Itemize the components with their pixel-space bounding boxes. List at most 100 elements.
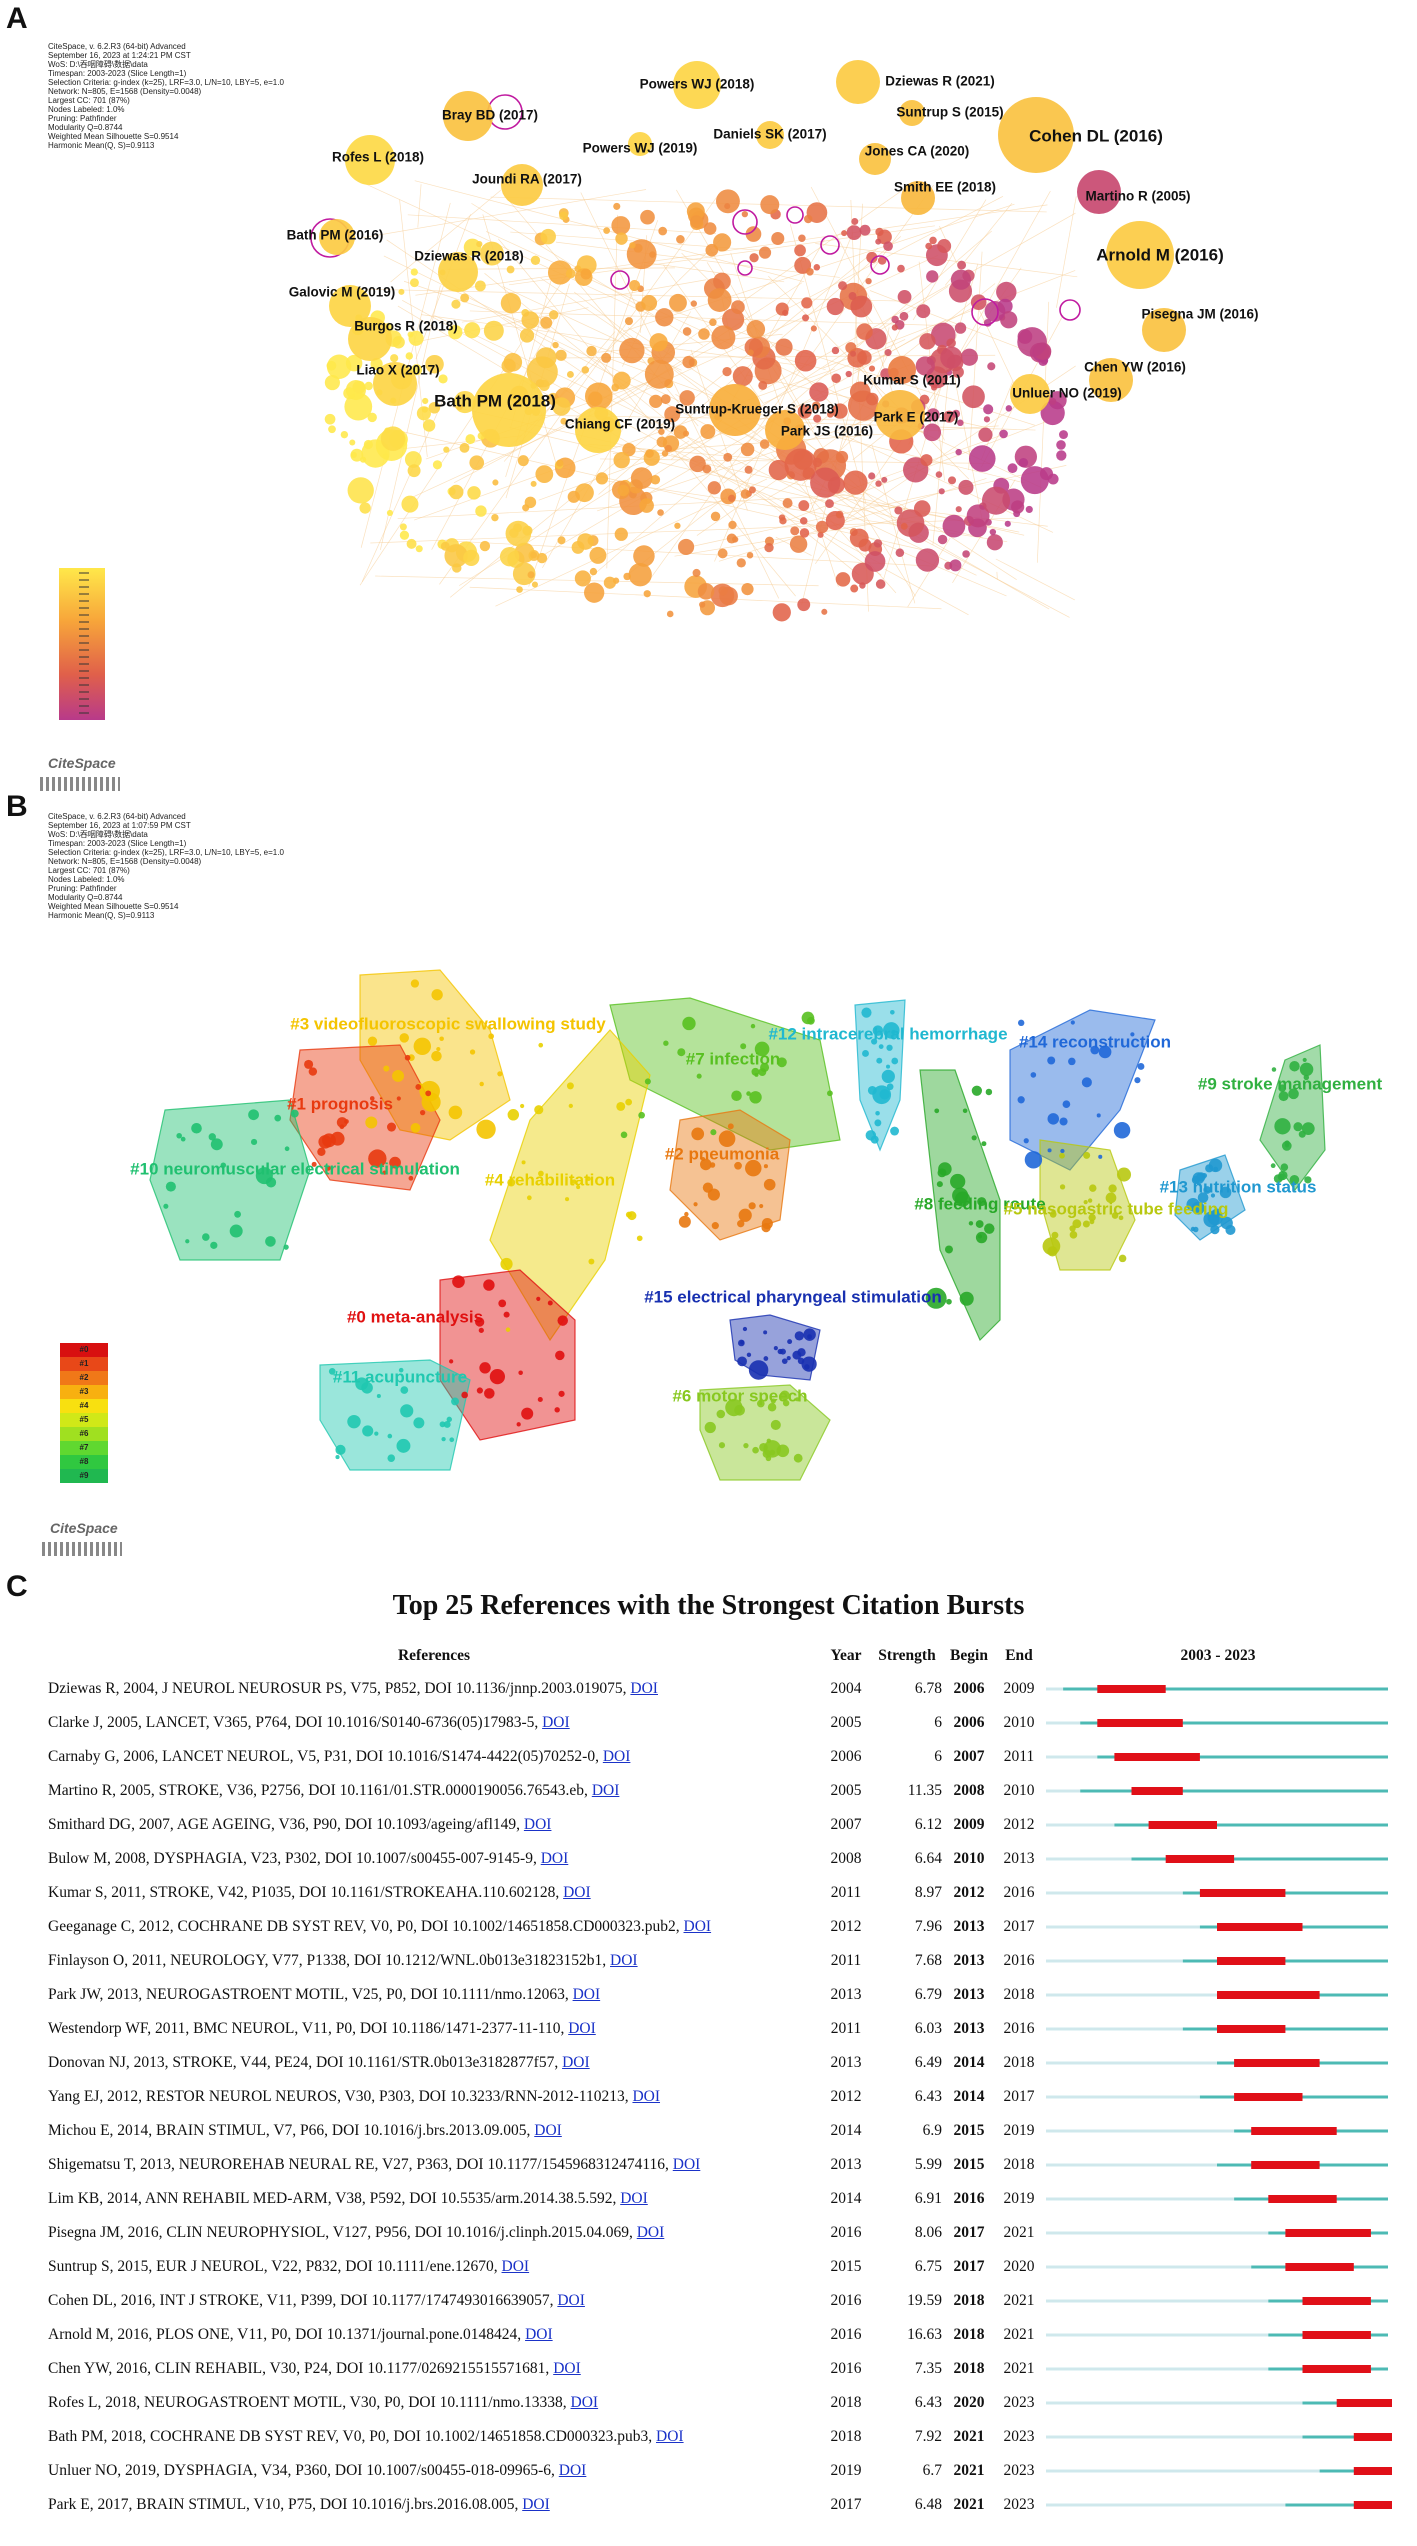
network-node — [530, 480, 537, 487]
doi-link[interactable]: DOI — [501, 2258, 530, 2275]
doi-link[interactable]: DOI — [683, 1918, 712, 1935]
network-node — [962, 550, 970, 558]
labeled-node — [329, 285, 371, 327]
network-node — [815, 520, 829, 534]
network-node — [866, 251, 878, 264]
doi-link[interactable]: DOI — [636, 2224, 665, 2241]
cluster-node — [335, 1444, 346, 1455]
doi-link[interactable]: DOI — [562, 2054, 590, 2071]
network-node — [868, 365, 876, 372]
node-label: Dziewas R (2018) — [414, 249, 524, 264]
cluster-node — [389, 1156, 401, 1169]
begin-cell: 2006 — [953, 1714, 985, 1731]
burst-bar — [1353, 2501, 1392, 2509]
network-node — [425, 354, 444, 374]
reference-cell: Yang EJ, 2012, RESTOR NEUROL NEUROS, V30… — [48, 2080, 820, 2114]
header-references: References — [397, 1647, 470, 1664]
doi-link[interactable]: DOI — [542, 1714, 570, 1731]
cluster-node — [325, 1165, 331, 1171]
cluster-node — [779, 1390, 790, 1401]
cluster-node — [875, 1110, 880, 1116]
cluster-node — [763, 1440, 781, 1458]
doi-link[interactable]: DOI — [610, 1952, 638, 1969]
doi-link[interactable]: DOI — [558, 2462, 587, 2479]
doi-link[interactable]: DOI — [630, 1680, 658, 1697]
network-node — [999, 429, 1008, 439]
doi-link[interactable]: DOI — [540, 1850, 569, 1867]
labeled-node — [875, 390, 925, 440]
labeled-node — [1077, 170, 1121, 214]
doi-link[interactable]: DOI — [525, 2326, 553, 2343]
doi-link[interactable]: DOI — [523, 1816, 552, 1833]
cluster-node — [1017, 1019, 1025, 1027]
doi-link[interactable]: DOI — [563, 1884, 591, 1901]
network-node — [692, 568, 701, 577]
cluster-node — [704, 1421, 716, 1434]
network-node — [958, 479, 974, 495]
doi-link[interactable]: DOI — [534, 2122, 562, 2139]
burst-bar — [1302, 2365, 1371, 2373]
cluster-node — [210, 1138, 223, 1151]
network-node — [617, 484, 630, 497]
doi-link[interactable]: DOI — [568, 2020, 596, 2037]
network-node — [957, 419, 964, 427]
network-node — [364, 381, 373, 391]
doi-link[interactable]: DOI — [591, 1782, 620, 1799]
cluster-node — [1293, 1122, 1303, 1132]
legend-swatch: #2 — [60, 1371, 108, 1385]
doi-link[interactable]: DOI — [632, 2088, 661, 2105]
doi-link[interactable]: DOI — [672, 2156, 701, 2173]
node-label: Kumar S (2011) — [863, 373, 961, 388]
doi-link[interactable]: DOI — [570, 2394, 599, 2411]
cluster-node — [696, 1073, 702, 1079]
cluster-node — [330, 1131, 345, 1146]
cluster-node — [586, 1176, 591, 1182]
network-node — [367, 412, 377, 423]
doi-link[interactable]: DOI — [620, 2190, 648, 2207]
cluster-node — [400, 1404, 414, 1418]
network-node — [736, 558, 746, 568]
year-cell: 2016 — [830, 2292, 862, 2309]
doi-link[interactable]: DOI — [522, 2496, 550, 2513]
node-label: Arnold M (2016) — [1096, 245, 1224, 264]
burst-bar — [1268, 2195, 1337, 2203]
end-cell: 2011 — [1003, 1748, 1035, 1765]
year-cell: 2013 — [830, 1986, 862, 2003]
cluster-node — [1062, 1100, 1071, 1109]
network-node — [682, 355, 695, 369]
cluster-node — [1098, 1045, 1112, 1059]
cluster-node — [439, 1421, 446, 1428]
end-cell: 2021 — [1003, 2292, 1035, 2309]
cluster-node — [369, 1096, 375, 1101]
doi-link[interactable]: DOI — [656, 2428, 684, 2445]
panel-c-letter: C — [6, 1570, 28, 1603]
node-label: Powers WJ (2018) — [640, 77, 755, 92]
begin-cell: 2009 — [953, 1816, 985, 1833]
cluster-node — [746, 1091, 751, 1096]
metadata-line: Modularity Q=0.8744 — [48, 893, 123, 902]
reference-text: Martino R, 2005, STROKE, V36, P2756, DOI… — [48, 1782, 588, 1799]
network-node — [612, 371, 631, 390]
strength-cell: 6.79 — [914, 1986, 942, 2003]
burst-row: Donovan NJ, 2013, STROKE, V44, PE24, DOI… — [48, 2046, 1394, 2080]
network-node — [664, 406, 681, 423]
network-edge — [676, 189, 814, 430]
doi-link[interactable]: DOI — [602, 1748, 631, 1765]
reference-cell: Donovan NJ, 2013, STROKE, V44, PE24, DOI… — [48, 2046, 820, 2080]
labeled-node — [709, 384, 761, 436]
cluster-node — [777, 1348, 783, 1355]
network-node — [940, 346, 963, 369]
cluster-node — [396, 1438, 411, 1453]
doi-link[interactable]: DOI — [572, 1986, 601, 2003]
network-edge — [580, 192, 780, 599]
burst-bar — [1302, 2331, 1371, 2339]
doi-link[interactable]: DOI — [553, 2360, 581, 2377]
cluster-node — [566, 1082, 574, 1090]
cluster-node — [934, 1108, 940, 1114]
network-node — [345, 354, 363, 372]
network-edge — [415, 204, 1048, 296]
cluster-node — [1304, 1176, 1312, 1184]
doi-link[interactable]: DOI — [557, 2292, 585, 2309]
cluster-node — [1089, 1184, 1097, 1192]
cluster-node — [1082, 1220, 1090, 1228]
